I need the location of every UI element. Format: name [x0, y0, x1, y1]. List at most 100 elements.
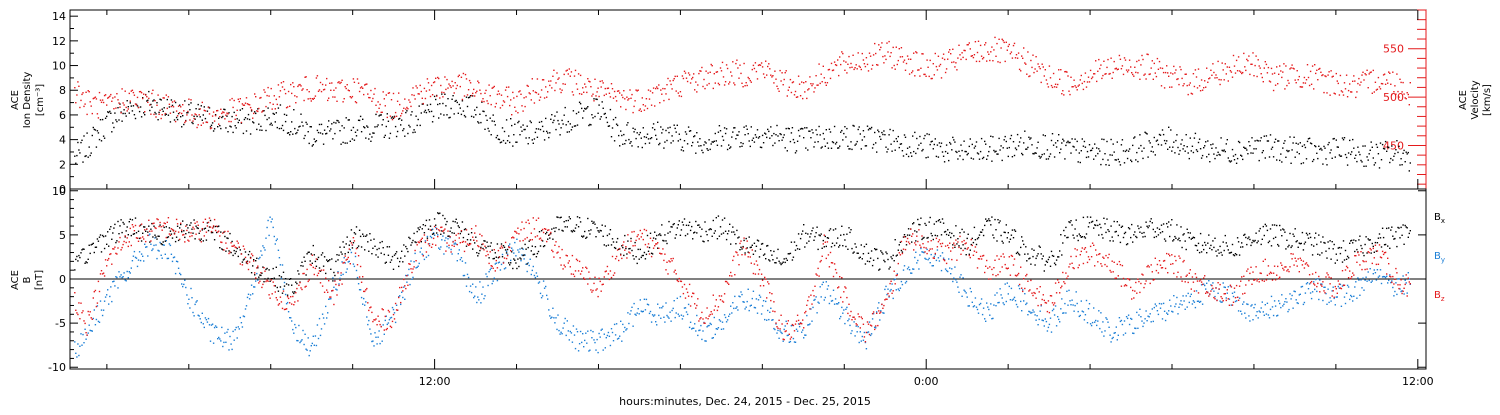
velocity-point [137, 97, 138, 98]
density-point [277, 127, 278, 128]
by-point [822, 284, 823, 285]
velocity-point [897, 64, 898, 65]
velocity-point [1354, 80, 1355, 81]
by-point [607, 335, 608, 336]
velocity-point [353, 78, 354, 79]
by-point [652, 314, 653, 315]
bx-point [130, 219, 131, 220]
bx-point [1020, 247, 1021, 248]
bx-point [291, 285, 292, 286]
velocity-point [551, 87, 552, 88]
by-point [1131, 319, 1132, 320]
by-point [1313, 281, 1314, 282]
velocity-point [968, 44, 969, 45]
bx-point [555, 227, 556, 228]
bx-point [356, 226, 357, 227]
bx-point [180, 224, 181, 225]
bx-point [120, 219, 121, 220]
by-point [118, 271, 119, 272]
by-point [409, 284, 410, 285]
density-point [1164, 140, 1165, 141]
density-point [404, 136, 405, 137]
bx-point [129, 221, 130, 222]
bx-point [396, 251, 397, 252]
velocity-point [1340, 75, 1341, 76]
by-point [168, 258, 169, 259]
velocity-point [905, 70, 906, 71]
density-point [200, 116, 201, 117]
bx-point [605, 225, 606, 226]
velocity-point [512, 92, 513, 93]
density-point [655, 135, 656, 136]
by-point [748, 289, 749, 290]
velocity-point [1348, 90, 1349, 91]
by-point [1274, 300, 1275, 301]
bx-point [995, 229, 996, 230]
bx-point [388, 255, 389, 256]
density-point [648, 138, 649, 139]
velocity-point [574, 75, 575, 76]
density-point [1195, 133, 1196, 134]
bx-point [335, 261, 336, 262]
by-point [322, 314, 323, 315]
density-point [914, 132, 915, 133]
bx-point [940, 222, 941, 223]
by-point [1375, 272, 1376, 273]
bx-point [104, 248, 105, 249]
velocity-point [565, 84, 566, 85]
by-point [733, 308, 734, 309]
velocity-point [1145, 78, 1146, 79]
by-point [1006, 301, 1007, 302]
by-point [1240, 311, 1241, 312]
density-point [205, 118, 206, 119]
density-point [1011, 135, 1012, 136]
density-point [1410, 162, 1411, 163]
velocity-point [153, 114, 154, 115]
density-point [711, 143, 712, 144]
density-point [567, 131, 568, 132]
bx-point [861, 244, 862, 245]
by-point [1347, 285, 1348, 286]
velocity-point [818, 63, 819, 64]
velocity-point [969, 42, 970, 43]
density-point [82, 161, 83, 162]
density-point [1048, 158, 1049, 159]
velocity-point [692, 77, 693, 78]
density-point [781, 140, 782, 141]
by-point [1014, 297, 1015, 298]
bx-point [607, 235, 608, 236]
density-point [634, 129, 635, 130]
by-point [1322, 300, 1323, 301]
by-point [1385, 277, 1386, 278]
velocity-point [799, 84, 800, 85]
bx-point [490, 246, 491, 247]
by-point [1317, 278, 1318, 279]
density-point [752, 140, 753, 141]
density-point [323, 144, 324, 145]
bx-point [856, 246, 857, 247]
velocity-point [396, 116, 397, 117]
density-point [1189, 158, 1190, 159]
velocity-point [1244, 66, 1245, 67]
velocity-point [375, 105, 376, 106]
velocity-point [1264, 67, 1265, 68]
velocity-point [909, 73, 910, 74]
density-point [699, 138, 700, 139]
velocity-point [1338, 83, 1339, 84]
velocity-point [1229, 67, 1230, 68]
density-point [789, 128, 790, 129]
velocity-point [1180, 69, 1181, 70]
by-point [676, 312, 677, 313]
density-point [1224, 149, 1225, 150]
velocity-point [706, 84, 707, 85]
by-point [1387, 282, 1388, 283]
bx-point [340, 251, 341, 252]
bx-point [302, 265, 303, 266]
velocity-point [848, 56, 849, 57]
velocity-point [1047, 83, 1048, 84]
velocity-point [737, 67, 738, 68]
bx-point [598, 231, 599, 232]
density-point [551, 114, 552, 115]
bx-point [844, 239, 845, 240]
velocity-point [1114, 61, 1115, 62]
